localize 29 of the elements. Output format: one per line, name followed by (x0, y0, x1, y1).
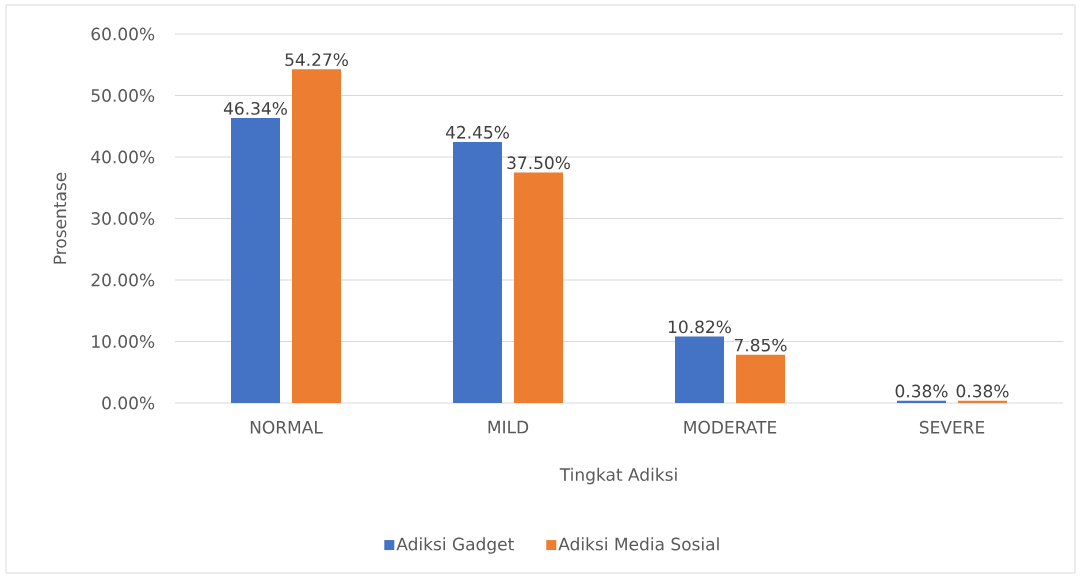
y-axis-title: Prosentase (53, 172, 67, 264)
bar (736, 354, 786, 403)
y-tick-label: 40.00% (91, 150, 155, 164)
y-tick-label: 60.00% (91, 27, 155, 41)
data-label: 0.38% (895, 384, 948, 398)
data-label: 0.38% (956, 384, 1009, 398)
bar (453, 141, 502, 403)
y-tick-label: 0.00% (102, 396, 155, 410)
data-label: 7.85% (734, 338, 787, 352)
y-tick-label: 10.00% (92, 335, 155, 348)
data-label: 42.45% (445, 125, 509, 139)
bar (231, 118, 280, 403)
data-label: 37.50% (507, 156, 570, 170)
y-tick-label: 20.00% (91, 273, 155, 287)
data-label: 10.82% (668, 320, 731, 334)
legend-label: Adiksi Media Sosial (558, 537, 719, 551)
x-axis-title: Tingkat Adiksi (559, 467, 677, 485)
bar (675, 336, 725, 403)
y-tick-label: 50.00% (91, 89, 155, 102)
x-tick-label: SEVERE (919, 420, 985, 434)
legend-label: Adiksi Gadget (396, 537, 514, 554)
y-tick-label: 30.00% (91, 212, 155, 225)
x-tick-label: NORMAL (250, 420, 323, 434)
bar (292, 69, 341, 403)
data-label: 54.27% (285, 53, 348, 67)
bar (514, 172, 563, 403)
data-label: 46.34% (223, 101, 287, 115)
x-tick-label: MILD (488, 420, 529, 434)
x-tick-label: MODERATE (684, 420, 777, 434)
